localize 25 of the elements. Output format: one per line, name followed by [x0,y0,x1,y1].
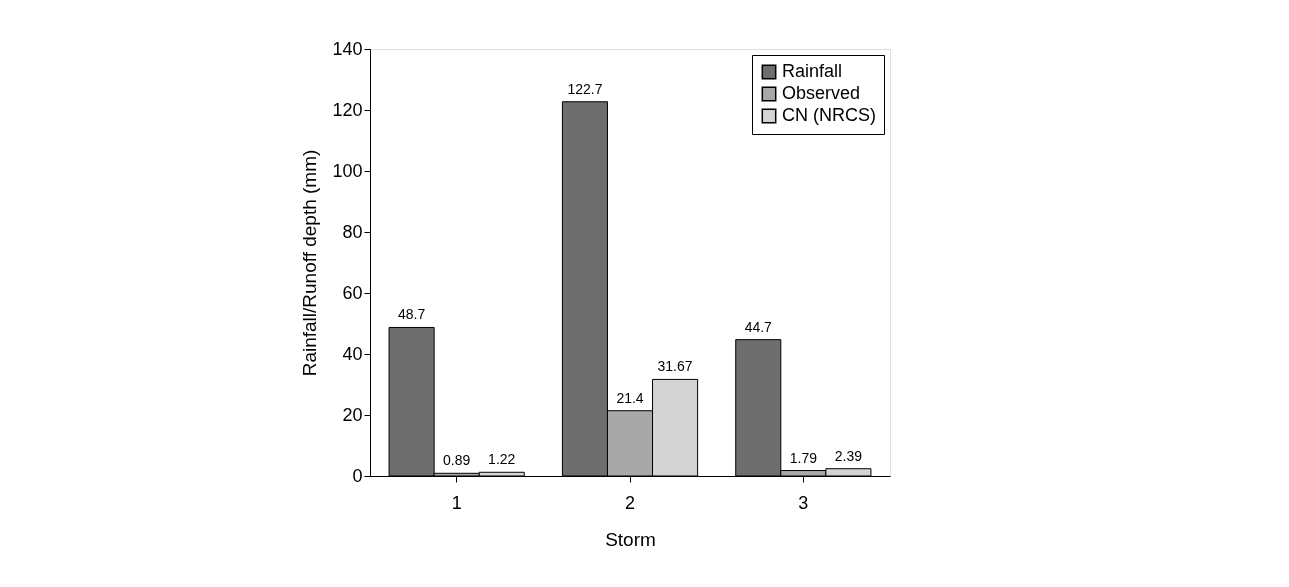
data-label: 31.67 [657,358,693,375]
x-tick-label: 2 [624,492,636,513]
data-label: 2.39 [834,447,863,464]
data-label: 122.7 [567,80,603,97]
x-axis-title: Storm [605,528,656,550]
data-label: 44.7 [744,318,773,335]
y-tick-label: 80 [342,221,363,242]
data-label: 48.7 [397,306,426,323]
y-tick-label: 60 [342,282,363,303]
x-tick-label: 1 [451,492,462,513]
data-label: 1.79 [789,449,818,466]
data-label: 0.89 [443,452,471,469]
data-label: 1.22 [488,451,516,468]
y-tick-label: 40 [342,343,363,364]
y-tick-label: 0 [352,465,363,486]
y-axis-title: Rainfall/Runoff depth (mm) [299,149,321,377]
legend-label: CN (NRCS) [782,105,876,125]
legend-label: Observed [782,83,861,103]
y-tick-label: 140 [332,38,363,59]
data-label: 21.4 [616,389,644,406]
x-tick-label: 3 [798,492,809,513]
legend-label: Rainfall [782,61,843,81]
y-tick-label: 120 [332,99,363,120]
y-tick-label: 100 [332,160,363,181]
y-tick-label: 20 [342,404,363,425]
